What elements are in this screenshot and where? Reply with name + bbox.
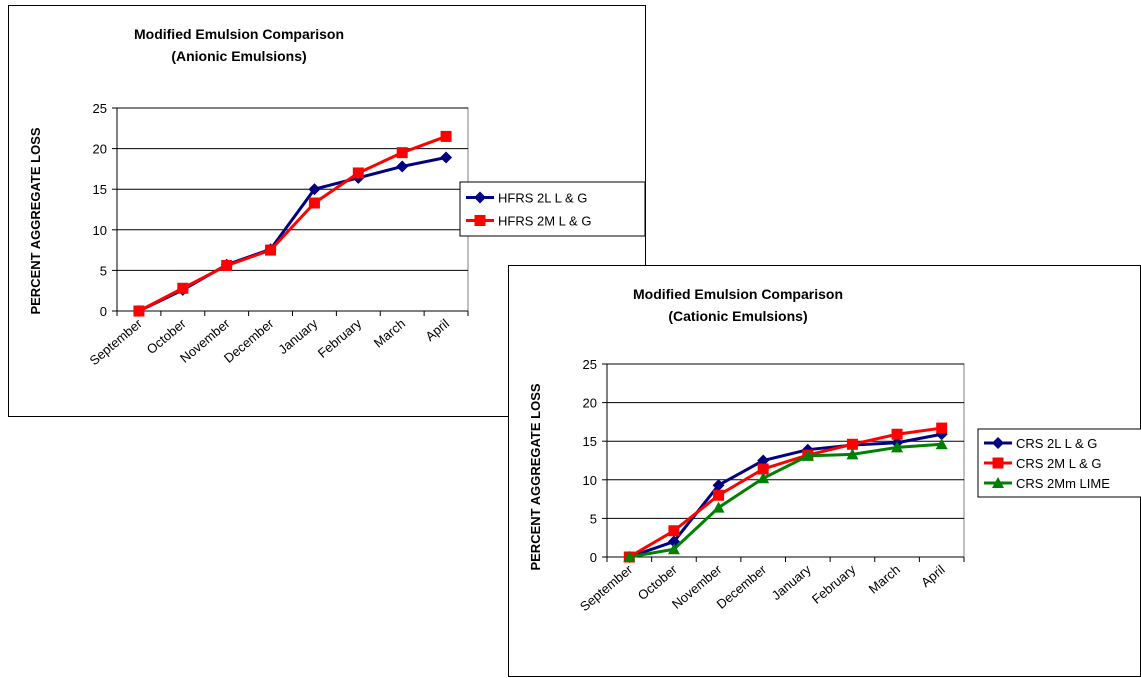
data-point (846, 438, 858, 450)
chart-title-line2: (Anionic Emulsions) (171, 48, 306, 64)
chart-anionic: Modified Emulsion Comparison (Anionic Em… (8, 5, 646, 417)
data-point (308, 183, 321, 196)
data-point (936, 422, 948, 434)
chart-cationic: Modified Emulsion Comparison (Cationic E… (508, 265, 1141, 677)
data-point (668, 525, 680, 537)
data-point (846, 448, 859, 460)
x-tick-label: February (315, 315, 365, 360)
y-tick-label: 25 (93, 101, 107, 116)
y-tick-label: 0 (100, 304, 107, 319)
data-point (757, 463, 769, 475)
x-tick-label: April (422, 316, 452, 344)
data-point (713, 489, 725, 501)
x-tick-label: December (221, 315, 277, 365)
data-point (891, 441, 904, 453)
y-tick-label: 10 (93, 223, 107, 238)
plot-border (116, 107, 469, 312)
x-tick-label: January (275, 315, 320, 357)
y-tick-label: 10 (583, 473, 597, 488)
data-point (801, 449, 814, 461)
data-point (757, 472, 770, 484)
y-tick-label: 25 (583, 357, 597, 372)
data-point (667, 543, 680, 555)
data-point (308, 197, 320, 209)
data-point (396, 147, 408, 159)
y-tick-label: 20 (93, 142, 107, 157)
data-point (935, 438, 948, 450)
data-point (396, 160, 409, 173)
legend-swatch-marker (474, 191, 486, 204)
y-axis-label: PERCENT AGGREGATE LOSS (28, 127, 43, 314)
y-tick-label: 15 (583, 434, 597, 449)
series-line (629, 442, 942, 559)
data-point (265, 244, 277, 256)
legend-label: CRS 2M L & G (1016, 456, 1101, 471)
legend-label: HFRS 2M L & G (498, 214, 591, 229)
data-point (133, 305, 145, 317)
data-point (623, 551, 636, 562)
legend-swatch-marker (474, 215, 486, 226)
data-point (712, 501, 725, 513)
y-tick-label: 5 (590, 511, 597, 526)
x-tick-label: March (866, 562, 903, 597)
chart-title-line2: (Cationic Emulsions) (668, 308, 807, 324)
series-line (628, 432, 942, 559)
data-point (177, 282, 189, 294)
x-tick-label: September (87, 315, 146, 368)
legend-label: HFRS 2L L & G (498, 191, 587, 206)
y-axis-label: PERCENT AGGREGATE LOSS (528, 383, 543, 570)
data-point (221, 260, 233, 272)
chart-title-line1: Modified Emulsion Comparison (633, 286, 843, 302)
chart-title-line1: Modified Emulsion Comparison (134, 26, 344, 42)
x-tick-label: April (918, 562, 948, 590)
data-point (891, 428, 903, 440)
chart-anionic-svg: Modified Emulsion Comparison (Anionic Em… (28, 26, 646, 368)
data-point (440, 130, 452, 142)
y-tick-label: 0 (590, 550, 597, 565)
x-tick-label: March (371, 316, 408, 351)
x-tick-label: January (769, 561, 814, 603)
x-tick-label: February (809, 561, 859, 606)
legend-label: CRS 2L L & G (1016, 436, 1097, 451)
y-tick-label: 15 (93, 182, 107, 197)
legend-swatch-marker (992, 437, 1004, 449)
y-tick-label: 5 (100, 263, 107, 278)
data-point (440, 151, 453, 164)
data-point (352, 167, 364, 179)
x-tick-label: September (577, 561, 636, 614)
chart-cationic-svg: Modified Emulsion Comparison (Cationic E… (528, 286, 1141, 614)
legend-swatch-marker (992, 457, 1004, 469)
legend-swatch-marker (992, 477, 1004, 488)
series-line (138, 135, 447, 313)
x-tick-label: December (714, 561, 770, 611)
legend-box (459, 181, 646, 237)
y-tick-label: 20 (583, 396, 597, 411)
series-line (628, 426, 942, 559)
data-point (712, 479, 725, 492)
legend-label: CRS 2Mm LIME (1016, 476, 1110, 491)
